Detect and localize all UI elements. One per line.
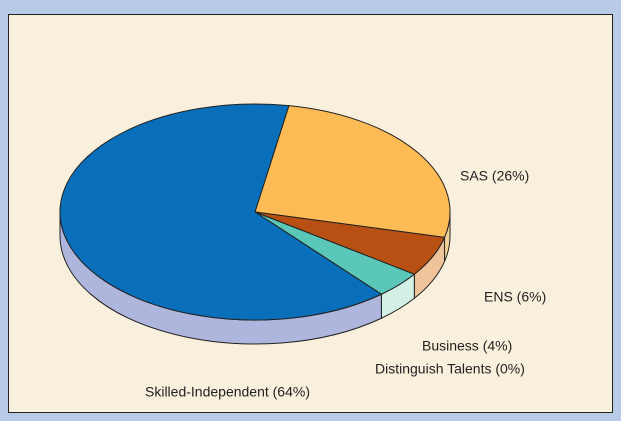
slice-label: SAS (26%) — [460, 168, 529, 184]
slice — [59, 103, 383, 321]
slice-label: ENS (6%) — [484, 289, 546, 305]
tops — [59, 103, 451, 321]
slice-label: Distinguish Talents (0%) — [375, 361, 525, 377]
slice-label: Skilled-Independent (64%) — [145, 384, 310, 400]
slice — [254, 105, 451, 238]
slice-label: Business (4%) — [422, 338, 512, 354]
labels: Skilled-Independent (64%) SAS (26%) ENS (6… — [145, 168, 546, 400]
